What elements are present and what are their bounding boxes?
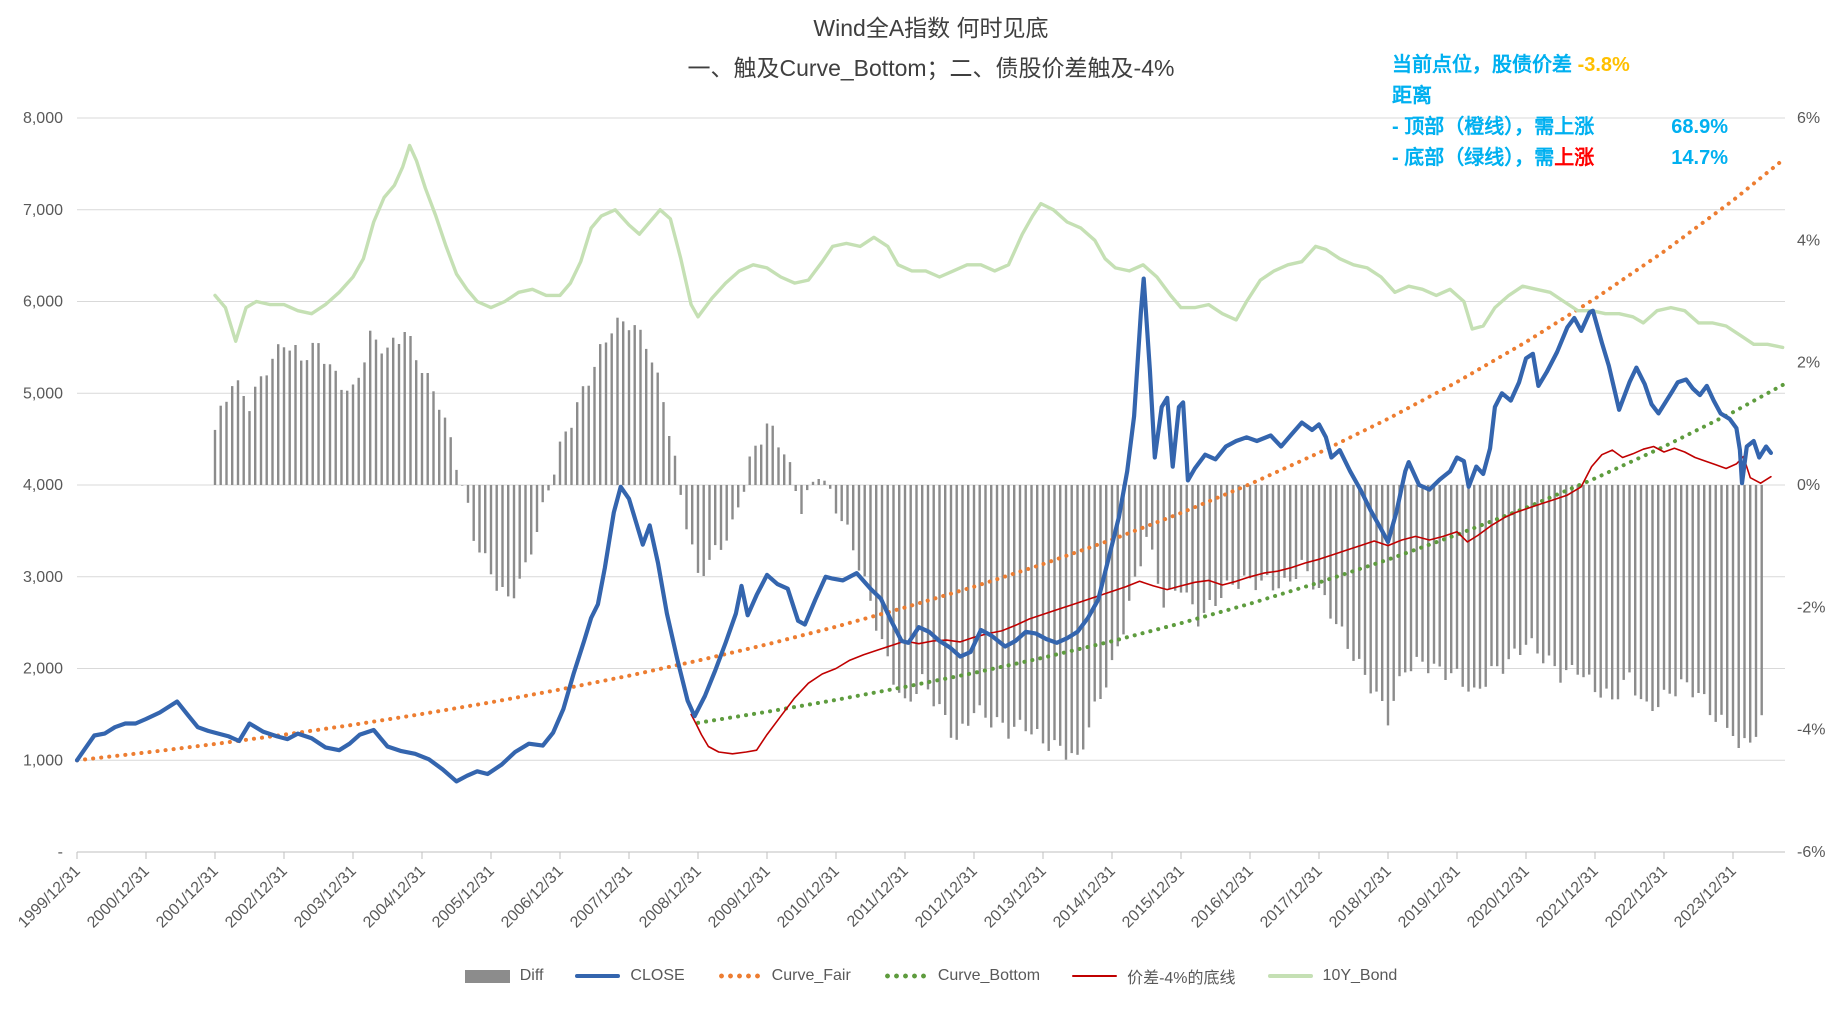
legend-item-diff: Diff <box>464 967 544 985</box>
x-axis-tick: 2001/12/31 <box>153 863 222 932</box>
legend-swatch-curve-bottom <box>882 973 928 979</box>
x-axis-tick: 2015/12/31 <box>1119 863 1188 932</box>
legend-label-curve-bottom: Curve_Bottom <box>937 967 1041 984</box>
right-axis-tick: 6% <box>1797 110 1820 127</box>
x-axis-tick: 2009/12/31 <box>705 863 774 932</box>
x-axis-tick: 1999/12/31 <box>15 863 84 932</box>
annotation-value: 14.7% <box>1671 147 1728 169</box>
legend-label-bond-10y: 10Y_Bond <box>1322 967 1398 984</box>
right-axis-tick: 4% <box>1797 232 1820 249</box>
annotation-text: -3.8% <box>1577 54 1630 76</box>
x-axis-tick: 2008/12/31 <box>636 863 705 932</box>
series-bond-10y <box>213 143 1785 350</box>
annotation-text: - 底部（绿线），需 <box>1392 147 1555 169</box>
legend-item-close: CLOSE <box>575 967 685 985</box>
x-axis-tick: 2006/12/31 <box>498 863 567 932</box>
x-axis-tick: 2003/12/31 <box>291 863 360 932</box>
left-axis-tick: 6,000 <box>23 294 63 311</box>
legend-swatch-close <box>575 973 621 979</box>
annotation-text: - 顶部（橙线），需上涨 <box>1392 116 1595 138</box>
x-axis-tick: 2022/12/31 <box>1602 863 1671 932</box>
x-axis-tick: 2004/12/31 <box>360 863 429 932</box>
legend-label-curve-fair: Curve_Fair <box>771 967 851 984</box>
legend-item-spread-floor: 价差-4%的底线 <box>1072 964 1236 988</box>
x-axis-tick: 2020/12/31 <box>1464 863 1533 932</box>
right-axis-tick: -6% <box>1797 844 1825 861</box>
x-axis-tick: 2012/12/31 <box>912 863 981 932</box>
x-axis-tick: 2018/12/31 <box>1326 863 1395 932</box>
x-axis-tick: 2000/12/31 <box>84 863 153 932</box>
left-axis-tick: 2,000 <box>23 661 63 678</box>
legend: Diff CLOSE Curve_Fair Curve_Bottom 价差-4%的底线 1… <box>77 964 1785 988</box>
series-spread-floor <box>690 445 1772 755</box>
annotation-text: 上涨 <box>1554 147 1595 169</box>
x-axis-tick: 2007/12/31 <box>567 863 636 932</box>
chart-title: Wind全A指数 何时见底 <box>813 15 1049 41</box>
annotation-text: 当前点位，股债价差 <box>1392 54 1578 76</box>
right-axis-tick: -4% <box>1797 722 1825 739</box>
annotation-line: 当前点位，股债价差 -3.8% <box>1392 50 1728 81</box>
legend-label-diff: Diff <box>519 967 544 984</box>
legend-item-curve-bottom: Curve_Bottom <box>882 967 1041 985</box>
right-axis-tick: 2% <box>1797 355 1820 372</box>
x-axis-tick: 2016/12/31 <box>1188 863 1257 932</box>
series-curve-fair <box>75 156 1787 763</box>
legend-swatch-bond-10y <box>1267 974 1313 978</box>
legend-item-bond-10y: 10Y_Bond <box>1267 967 1398 985</box>
annotation-text: 距离 <box>1392 85 1432 107</box>
series-diff <box>213 317 1763 760</box>
x-axis-tick: 2023/12/31 <box>1671 863 1740 932</box>
x-axis-tick: 2017/12/31 <box>1257 863 1326 932</box>
x-axis-tick: 2019/12/31 <box>1395 863 1464 932</box>
series-curve-bottom <box>696 381 1787 725</box>
left-axis-tick: 5,000 <box>23 385 63 402</box>
legend-swatch-curve-fair <box>716 973 762 979</box>
x-axis-tick: 2021/12/31 <box>1533 863 1602 932</box>
series-close <box>74 276 1774 784</box>
left-axis-tick: 4,000 <box>23 477 63 494</box>
left-axis-tick: 8,000 <box>23 110 63 127</box>
annotation-line: - 底部（绿线），需 上涨 14.7% <box>1392 143 1728 174</box>
x-axis-tick: 2005/12/31 <box>429 863 498 932</box>
annotation-line: - 顶部（橙线），需上涨 68.9% <box>1392 112 1728 143</box>
x-axis-tick: 2010/12/31 <box>774 863 843 932</box>
chart-title-block: Wind全A指数 何时见底 一、触及Curve_Bottom；二、债股价差触及-… <box>77 8 1785 88</box>
legend-swatch-diff <box>464 969 510 983</box>
left-axis-tick: 3,000 <box>23 569 63 586</box>
annotation-block: 当前点位，股债价差 -3.8% 距离 - 顶部（橙线），需上涨 68.9% - 底部（绿… <box>1392 50 1728 174</box>
chart-subtitle: 一、触及Curve_Bottom；二、债股价差触及-4% <box>687 55 1175 81</box>
left-axis-tick: 1,000 <box>23 752 63 769</box>
annotation-value: 68.9% <box>1671 116 1728 138</box>
x-axis-tick: 2011/12/31 <box>844 863 912 931</box>
legend-item-curve-fair: Curve_Fair <box>716 967 851 985</box>
legend-label-close: CLOSE <box>630 967 685 984</box>
right-axis-tick: -2% <box>1797 599 1825 616</box>
left-axis-tick: - <box>58 844 63 861</box>
annotation-line: 距离 <box>1392 81 1728 112</box>
x-axis-tick: 2002/12/31 <box>222 863 291 932</box>
right-axis-tick: 0% <box>1797 477 1820 494</box>
legend-label-spread-floor: 价差-4%的底线 <box>1127 970 1236 987</box>
left-axis-tick: 7,000 <box>23 202 63 219</box>
plot-area: - 1,000 2,000 3,000 4,000 5,000 6,000 7,000 8,00… <box>15 110 1825 932</box>
x-axis-tick: 2013/12/31 <box>981 863 1050 932</box>
legend-swatch-spread-floor <box>1072 975 1118 977</box>
x-axis-tick: 2014/12/31 <box>1050 863 1119 932</box>
